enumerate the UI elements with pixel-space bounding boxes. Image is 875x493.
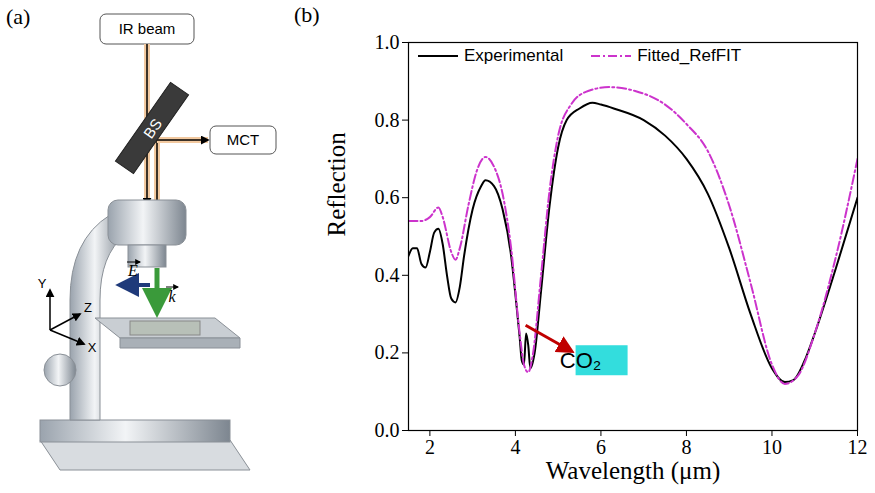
svg-text:BS: BS xyxy=(140,115,165,141)
svg-text:8: 8 xyxy=(681,436,691,458)
svg-text:1.0: 1.0 xyxy=(375,31,400,53)
svg-text:Reflection: Reflection xyxy=(323,132,350,237)
svg-text:Z: Z xyxy=(84,300,92,315)
html-text:Experimental: Experimental xyxy=(464,46,564,65)
svg-text:4: 4 xyxy=(510,436,520,458)
svg-text:0.0: 0.0 xyxy=(375,419,400,441)
svg-text:MCT: MCT xyxy=(227,131,260,148)
svg-text:k: k xyxy=(168,288,176,305)
svg-text:IR beam: IR beam xyxy=(119,20,176,37)
svg-text:0.4: 0.4 xyxy=(375,264,400,286)
svg-text:0.8: 0.8 xyxy=(375,109,400,131)
html-text:(b): (b) xyxy=(294,2,320,27)
svg-text:(a): (a) xyxy=(6,4,30,29)
svg-text:X: X xyxy=(88,340,97,355)
svg-text:6: 6 xyxy=(596,436,606,458)
svg-text:CO₂: CO₂ xyxy=(560,348,602,373)
html-text:Fitted_RefFIT: Fitted_RefFIT xyxy=(637,46,742,65)
svg-text:Wavelength (μm): Wavelength (μm) xyxy=(546,457,721,485)
svg-text:12: 12 xyxy=(848,436,868,458)
svg-text:Y: Y xyxy=(38,276,47,291)
svg-text:0.6: 0.6 xyxy=(375,186,400,208)
svg-text:2: 2 xyxy=(425,436,435,458)
svg-text:E: E xyxy=(127,262,138,279)
svg-text:0.2: 0.2 xyxy=(375,341,400,363)
svg-text:10: 10 xyxy=(762,436,782,458)
